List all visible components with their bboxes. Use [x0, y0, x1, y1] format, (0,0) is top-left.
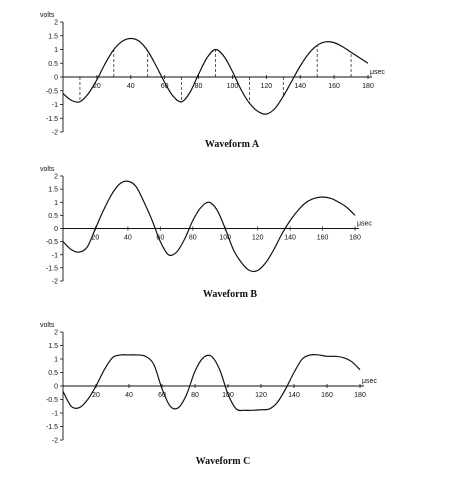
- chart2-y-axis-label: volts: [40, 166, 55, 173]
- chart1-y-tick-label: -1.5: [46, 116, 58, 123]
- chart1-y-tick-label: 1.5: [48, 33, 58, 40]
- chart1-y-tick-label: 2: [54, 20, 58, 27]
- chart3-x-tick-label: 60: [158, 392, 166, 399]
- chart3-x-tick-label: 120: [255, 392, 267, 399]
- chart2-y-tick-label: 0.5: [48, 213, 58, 220]
- chart1-waveform-line: [62, 37, 369, 115]
- chart1-y-axis-label: volts: [40, 12, 55, 19]
- chart2-y-tick-label: -0.5: [46, 239, 58, 246]
- chart2-y-tick-label: -1: [52, 252, 58, 259]
- chart2-caption: Waveform B: [203, 289, 257, 300]
- chart2-x-tick-label: 160: [317, 235, 329, 242]
- chart1-x-tick-label: 40: [127, 83, 135, 90]
- chart2-y-tick-label: 2: [54, 174, 58, 181]
- chart2-y-tick-label: -2: [52, 279, 58, 286]
- chart1-x-tick-label: 100: [227, 83, 239, 90]
- chart3-y-tick-label: 0: [54, 384, 58, 391]
- chart1-y-tick-label: 0: [54, 75, 58, 82]
- chart2-x-tick-label: 80: [189, 235, 197, 242]
- chart3-x-tick-label: 20: [92, 392, 100, 399]
- chart2-x-unit-label: μsec: [357, 221, 372, 228]
- chart3-caption: Waveform C: [196, 456, 251, 467]
- chart2-x-tick-label: 40: [124, 235, 132, 242]
- chart3-y-tick-label: 0.5: [48, 370, 58, 377]
- chart1-y-tick-label: 1: [54, 47, 58, 54]
- chart2-y-tick-label: -1.5: [46, 265, 58, 272]
- chart2-x-tick-label: 100: [219, 235, 231, 242]
- chart1-y-tick-label: -0.5: [46, 88, 58, 95]
- chart1-x-tick-label: 20: [93, 83, 101, 90]
- chart3-y-tick-label: -2: [52, 438, 58, 445]
- chart3-x-tick-label: 140: [288, 392, 300, 399]
- chart2-x-tick-label: 120: [252, 235, 264, 242]
- chart3-y-tick-label: 1: [54, 357, 58, 364]
- chart2-x-tick-label: 140: [284, 235, 296, 242]
- chart1-y-tick-label: -1: [52, 102, 58, 109]
- chart3-x-tick-label: 40: [125, 392, 133, 399]
- chart2-waveform-line: [62, 180, 356, 273]
- chart2-y-tick-label: 1: [54, 200, 58, 207]
- chart3-x-tick-label: 80: [191, 392, 199, 399]
- chart1-y-tick-label: -2: [52, 130, 58, 137]
- chart1-x-unit-label: μsec: [370, 69, 385, 76]
- chart2-x-tick-label: 180: [349, 235, 361, 242]
- chart1-x-tick-label: 140: [294, 83, 306, 90]
- chart2-x-tick-label: 20: [92, 235, 100, 242]
- chart3-y-axis-label: volts: [40, 322, 55, 329]
- chart3-x-unit-label: μsec: [362, 378, 377, 385]
- chart3-x-tick-label: 180: [354, 392, 366, 399]
- chart2-x-tick-label: 60: [156, 235, 164, 242]
- chart1-caption: Waveform A: [205, 139, 260, 150]
- chart3-y-tick-label: -1: [52, 411, 58, 418]
- chart3-y-tick-label: -0.5: [46, 397, 58, 404]
- chart1-x-tick-label: 120: [260, 83, 272, 90]
- chart1-x-tick-label: 180: [362, 83, 374, 90]
- chart2-y-tick-label: 0: [54, 226, 58, 233]
- chart2-y-tick-label: 1.5: [48, 187, 58, 194]
- chart1-x-tick-label: 80: [195, 83, 203, 90]
- chart3-x-tick-label: 160: [321, 392, 333, 399]
- chart3-waveform-line: [62, 353, 361, 412]
- chart1-x-tick-label: 160: [328, 83, 340, 90]
- chart1-x-tick-label: 60: [161, 83, 169, 90]
- chart3-y-tick-label: 1.5: [48, 343, 58, 350]
- chart3-y-tick-label: -1.5: [46, 424, 58, 431]
- chart1-y-tick-label: 0.5: [48, 61, 58, 68]
- chart3-y-tick-label: 2: [54, 330, 58, 337]
